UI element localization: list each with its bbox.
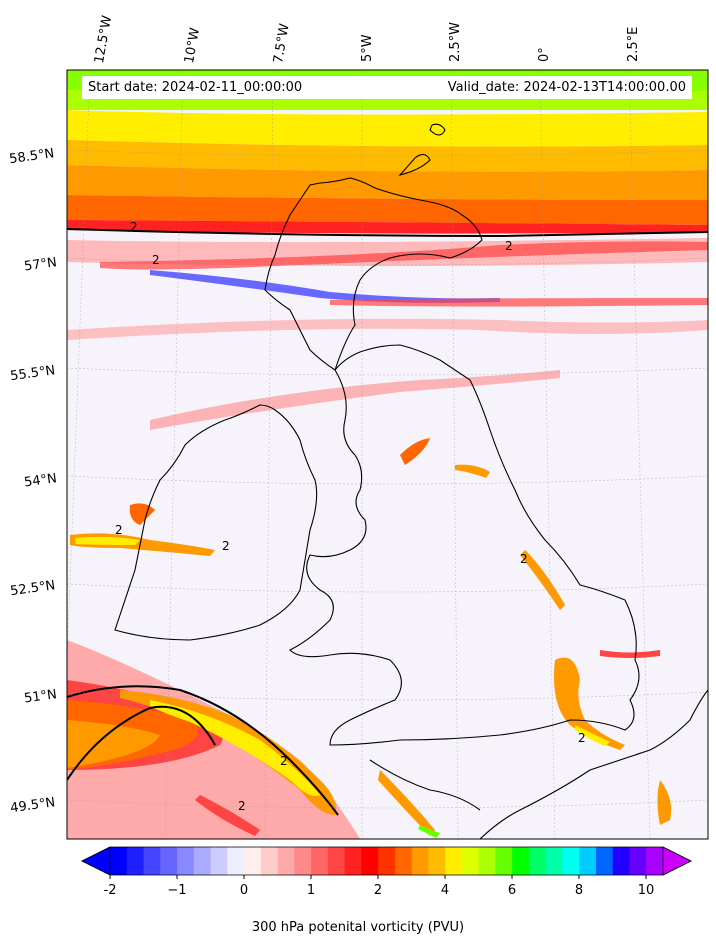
colorbar-segment xyxy=(344,847,362,875)
colorbar-segment xyxy=(126,847,145,875)
colorbar-segment xyxy=(445,847,463,875)
colorbar-segment xyxy=(227,847,245,875)
colorbar-segment xyxy=(361,847,379,875)
colorbar xyxy=(81,846,692,879)
colorbar-segment xyxy=(461,847,480,875)
colorbar-tick-label: 8 xyxy=(574,883,584,898)
coastlines xyxy=(114,123,708,839)
colorbar-segment xyxy=(528,847,547,875)
pv-field xyxy=(67,70,708,839)
colorbar-segment xyxy=(110,847,128,875)
colorbar-segment xyxy=(327,847,346,875)
contour-label: 2 xyxy=(520,552,528,566)
valid-date-label: Valid_date: 2024-02-13T14:00:00.00 xyxy=(447,80,686,95)
colorbar-segment xyxy=(545,847,563,875)
colorbar-segment xyxy=(428,847,446,875)
colorbar-segment xyxy=(378,847,396,875)
colorbar-segment xyxy=(260,847,279,875)
colorbar-segment xyxy=(512,847,530,875)
colorbar-segment xyxy=(277,847,295,875)
contour-label: 2 xyxy=(152,253,160,267)
colorbar-under-arrow xyxy=(81,846,111,876)
map-frame xyxy=(66,69,709,840)
colorbar-segment xyxy=(193,847,212,875)
colorbar-segment xyxy=(294,847,312,875)
colorbar-tick-label: 10 xyxy=(637,883,655,898)
colorbar-tick-label: -2 xyxy=(103,883,117,898)
contour-label: 2 xyxy=(505,239,513,253)
contour-label: 2 xyxy=(280,754,288,768)
lon-label: 2.5°W xyxy=(448,21,463,62)
colorbar-tick-label: −1 xyxy=(167,883,187,898)
colorbar-tick-label: 0 xyxy=(239,883,249,898)
contour-labels: 2 2 2 2 2 2 2 2 2 xyxy=(115,220,586,813)
colorbar-tick-label: 2 xyxy=(373,883,383,898)
colorbar-tick-label: 1 xyxy=(306,883,316,898)
colorbar-segment xyxy=(646,847,664,875)
colorbar-segment xyxy=(210,847,228,875)
contour-label: 2 xyxy=(238,799,246,813)
colorbar-segment xyxy=(629,847,647,875)
contour-label: 2 xyxy=(578,731,586,745)
colorbar-segment xyxy=(495,847,513,875)
colorbar-segment xyxy=(411,847,429,875)
colorbar-tick-label: 4 xyxy=(440,883,450,898)
colorbar-segment xyxy=(177,847,195,875)
colorbar-segment xyxy=(143,847,161,875)
lon-label: 0° xyxy=(537,47,552,62)
colorbar-over-arrow xyxy=(662,846,692,876)
colorbar-label: 300 hPa potenital vorticity (PVU) xyxy=(251,920,465,935)
lon-label: 2.5°E xyxy=(626,26,641,62)
colorbar-segment xyxy=(478,847,496,875)
start-date-label: Start date: 2024-02-11_00:00:00 xyxy=(88,80,303,95)
colorbar-segment xyxy=(595,847,614,875)
header-box xyxy=(82,76,692,99)
colorbar-segment xyxy=(311,847,329,875)
contour-label: 2 xyxy=(115,523,123,537)
colorbar-segment xyxy=(244,847,262,875)
contour-label: 2 xyxy=(222,539,230,553)
colorbar-segment xyxy=(394,847,413,875)
lon-label: 5°W xyxy=(360,34,375,62)
contour-label: 2 xyxy=(130,220,138,234)
colorbar-tick-label: 6 xyxy=(507,883,517,898)
colorbar-segment xyxy=(160,847,178,875)
colorbar-segment xyxy=(562,847,580,875)
colorbar-segment xyxy=(579,847,597,875)
colorbar-segment xyxy=(612,847,630,875)
